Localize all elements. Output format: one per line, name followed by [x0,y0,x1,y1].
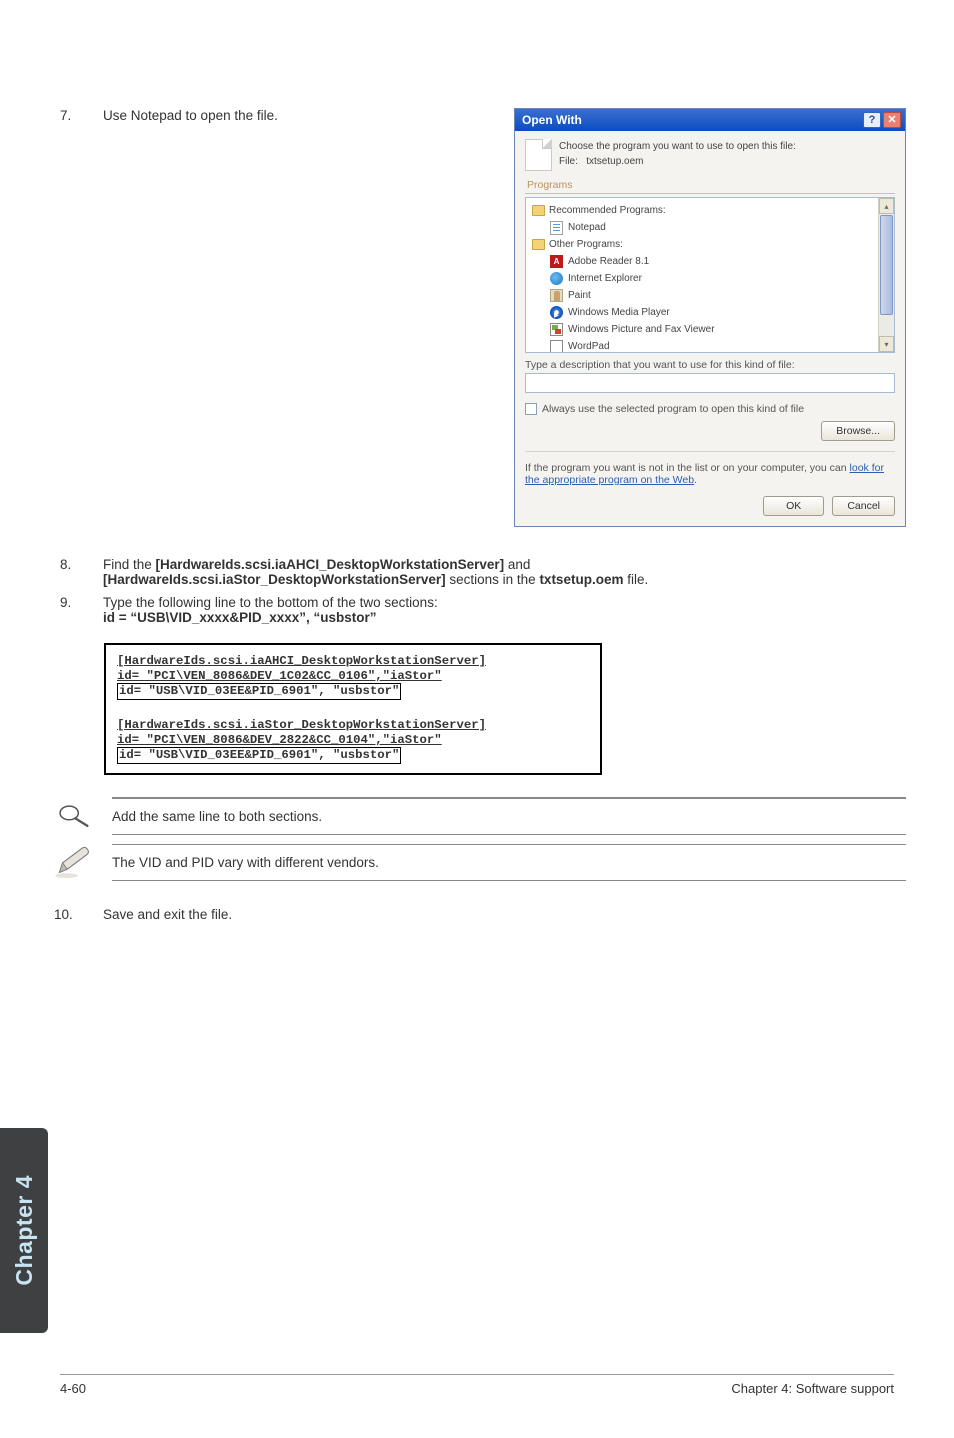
ie-icon [550,272,563,285]
scroll-up-icon[interactable]: ▴ [879,198,894,214]
always-use-label: Always use the selected program to open … [542,403,804,415]
page-number: 4-60 [60,1381,86,1396]
choose-prompt: Choose the program you want to use to op… [559,141,796,152]
step9-text: Type the following line to the bottom of… [103,595,906,625]
program-paint[interactable]: Paint [532,287,894,304]
dialog-title: Open With [522,113,582,127]
help-icon[interactable]: ? [863,112,881,128]
note1-text: Add the same line to both sections. [112,799,906,834]
page-footer: 4-60 Chapter 4: Software support [60,1374,894,1396]
code-block: [HardwareIds.scsi.iaAHCI_DesktopWorkstat… [104,643,602,775]
step-number: 10. [48,907,83,922]
code-line: [HardwareIds.scsi.iaStor_DesktopWorkstat… [117,718,589,733]
code-line: [HardwareIds.scsi.iaAHCI_DesktopWorkstat… [117,654,589,669]
web-help-text: If the program you want is not in the li… [525,462,895,486]
program-list: Recommended Programs: Notepad Other Prog… [525,197,895,353]
programs-tab[interactable]: Programs [525,173,895,194]
always-use-checkbox[interactable] [525,403,537,415]
code-line: id= "PCI\VEN_8086&DEV_1C02&CC_0106","iaS… [117,669,589,684]
adobe-icon: A [550,255,563,268]
step8-text: Find the [HardwareIds.scsi.iaAHCI_Deskto… [103,557,906,587]
chapter-label: Chapter 4: Software support [731,1381,894,1396]
close-icon[interactable]: ✕ [883,112,901,128]
step-number: 7. [48,108,83,123]
dialog-titlebar: Open With ? ✕ [515,109,905,131]
step7-text: Use Notepad to open the file. [103,108,358,123]
recommended-header: Recommended Programs: [532,202,894,219]
scrollbar[interactable]: ▴ ▾ [878,198,894,352]
wordpad-icon [550,340,563,354]
code-line: id= "USB\VID_03EE&PID_6901", "usbstor" [117,684,589,700]
scroll-thumb[interactable] [880,215,893,315]
notepad-icon [550,221,563,235]
step-number: 9. [48,595,83,610]
browse-button[interactable]: Browse... [821,421,895,441]
file-icon [525,139,552,171]
paint-icon [550,289,563,302]
chapter-tab: Chapter 4 [0,1128,48,1333]
ok-button[interactable]: OK [763,496,824,516]
magnifier-icon [48,803,98,829]
code-line: id= "PCI\VEN_8086&DEV_2822&CC_0104","iaS… [117,733,589,748]
program-wmp[interactable]: Windows Media Player [532,304,894,321]
cancel-button[interactable]: Cancel [832,496,895,516]
folder-icon [532,239,545,250]
program-adobe[interactable]: A Adobe Reader 8.1 [532,253,894,270]
file-name: txtsetup.oem [586,156,643,167]
description-input[interactable] [525,373,895,393]
wmp-icon [550,306,563,319]
step-number: 8. [48,557,83,572]
folder-icon [532,205,545,216]
step10-text: Save and exit the file. [103,907,906,922]
description-label: Type a description that you want to use … [525,359,895,371]
program-ie[interactable]: Internet Explorer [532,270,894,287]
code-line: id= "USB\VID_03EE&PID_6901", "usbstor" [117,748,589,764]
other-header: Other Programs: [532,236,894,253]
program-wpv[interactable]: Windows Picture and Fax Viewer [532,321,894,338]
program-notepad[interactable]: Notepad [532,219,894,236]
wpv-icon [550,323,563,336]
note2-text: The VID and PID vary with different vend… [112,845,906,880]
pencil-icon [48,843,98,881]
open-with-dialog: Open With ? ✕ Choose the program you wan… [514,108,906,527]
file-label: File: [559,156,578,167]
program-wordpad[interactable]: WordPad [532,338,894,353]
scroll-down-icon[interactable]: ▾ [879,336,894,352]
